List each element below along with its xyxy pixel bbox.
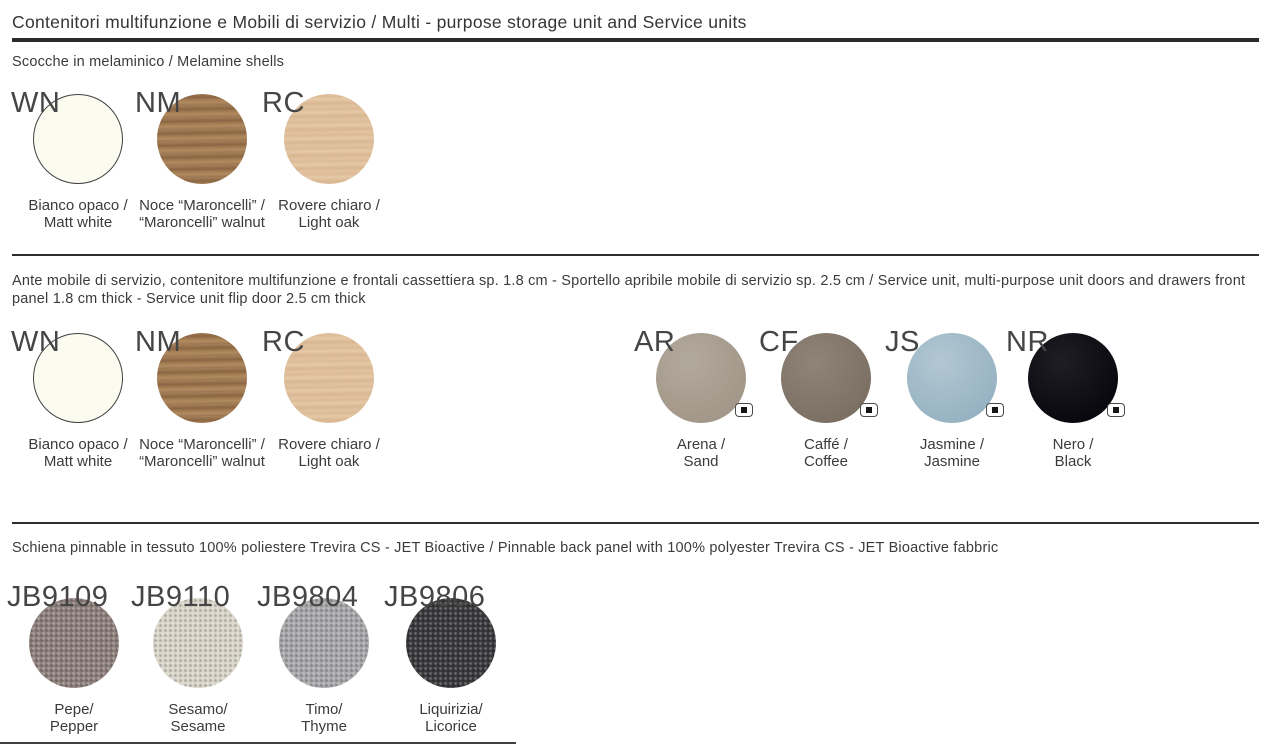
swatch-label: Arena / Sand xyxy=(676,436,726,470)
walnut-swatch-circle xyxy=(157,94,247,184)
light-oak-swatch-circle xyxy=(284,94,374,184)
light-oak-swatch-circle xyxy=(284,333,374,423)
swatch-code: JB9806 xyxy=(384,581,486,613)
swatch-code: JB9109 xyxy=(7,581,109,613)
swatch-label: Nero / Black xyxy=(1052,436,1094,470)
swatch-rc: RC Rovere chiaro / Light oak xyxy=(262,326,394,470)
swatch-label: Bianco opaco / Matt white xyxy=(28,436,128,470)
swatch-nm: NM Noce “Maroncelli” / “Maroncelli” waln… xyxy=(135,87,267,231)
swatch-nm: NM Noce “Maroncelli” / “Maroncelli” waln… xyxy=(135,326,267,470)
coffee-swatch-circle xyxy=(781,333,871,423)
licorice-fabric-swatch-circle xyxy=(406,598,496,688)
swatch-code: JB9110 xyxy=(131,581,231,613)
matt-white-swatch-circle xyxy=(33,94,123,184)
jasmine-swatch-circle xyxy=(907,333,997,423)
sand-swatch-circle xyxy=(656,333,746,423)
section-divider xyxy=(12,254,1259,256)
swatch-jb9110: JB9110 Sesamo/ Sesame xyxy=(131,581,263,735)
swatch-js: JS Jasmine / Jasmine xyxy=(885,326,1017,470)
section-heading-doors: Ante mobile di servizio, contenitore mul… xyxy=(12,273,1246,307)
section-heading-fabric: Schiena pinnable in tessuto 100% poliest… xyxy=(12,540,999,556)
swatch-code: RC xyxy=(262,326,305,358)
swatch-label: Noce “Maroncelli” / “Maroncelli” walnut xyxy=(139,197,265,231)
swatch-code: NM xyxy=(135,326,182,358)
swatch-label: Jasmine / Jasmine xyxy=(919,436,985,470)
swatch-nr: NR Nero / Black xyxy=(1006,326,1138,470)
square-dot-badge-icon xyxy=(1107,403,1125,417)
sesame-fabric-swatch-circle xyxy=(153,598,243,688)
bottom-page-edge xyxy=(0,742,516,744)
walnut-swatch-circle xyxy=(157,333,247,423)
section-heading-melamine: Scocche in melaminico / Melamine shells xyxy=(12,54,285,70)
swatch-rc: RC Rovere chiaro / Light oak xyxy=(262,87,394,231)
swatch-label: Liquirizia/ Licorice xyxy=(419,701,483,735)
swatch-ar: AR Arena / Sand xyxy=(634,326,766,470)
swatch-code: RC xyxy=(262,87,305,119)
swatch-label: Sesamo/ Sesame xyxy=(168,701,228,735)
swatch-code: NM xyxy=(135,87,182,119)
swatch-label: Caffé / Coffee xyxy=(804,436,848,470)
matt-white-swatch-circle xyxy=(33,333,123,423)
swatch-jb9806: JB9806 Liquirizia/ Licorice xyxy=(384,581,516,735)
swatch-label: Bianco opaco / Matt white xyxy=(28,197,128,231)
swatch-code: WN xyxy=(11,326,61,358)
swatch-label: Rovere chiaro / Light oak xyxy=(278,436,380,470)
swatch-wn: WN Bianco opaco / Matt white xyxy=(11,87,143,231)
swatch-code: NR xyxy=(1006,326,1049,358)
swatch-label: Rovere chiaro / Light oak xyxy=(278,197,380,231)
square-dot-badge-icon xyxy=(986,403,1004,417)
black-swatch-circle xyxy=(1028,333,1118,423)
swatch-label: Pepe/ Pepper xyxy=(49,701,99,735)
title-divider xyxy=(12,38,1259,42)
swatch-cf: CF Caffé / Coffee xyxy=(759,326,891,470)
swatch-wn: WN Bianco opaco / Matt white xyxy=(11,326,143,470)
swatch-code: JB9804 xyxy=(257,581,359,613)
swatch-code: CF xyxy=(759,326,799,358)
swatch-code: WN xyxy=(11,87,61,119)
swatch-label: Noce “Maroncelli” / “Maroncelli” walnut xyxy=(139,436,265,470)
section-divider xyxy=(12,522,1259,524)
square-dot-badge-icon xyxy=(860,403,878,417)
thyme-fabric-swatch-circle xyxy=(279,598,369,688)
pepper-fabric-swatch-circle xyxy=(29,598,119,688)
square-dot-badge-icon xyxy=(735,403,753,417)
swatch-jb9109: JB9109 Pepe/ Pepper xyxy=(7,581,139,735)
swatch-label: Timo/ Thyme xyxy=(301,701,347,735)
swatch-jb9804: JB9804 Timo/ Thyme xyxy=(257,581,389,735)
swatch-code: JS xyxy=(885,326,920,358)
page-title: Contenitori multifunzione e Mobili di se… xyxy=(12,12,747,32)
swatch-code: AR xyxy=(634,326,676,358)
